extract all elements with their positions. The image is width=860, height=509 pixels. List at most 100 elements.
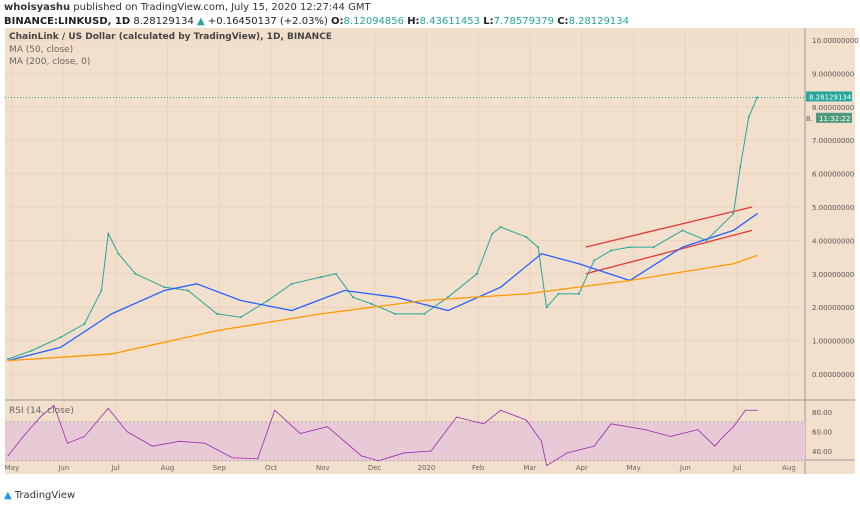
- price-series-point: [117, 252, 120, 255]
- price-series-point: [577, 292, 580, 295]
- ma50-series-point: [291, 309, 293, 312]
- ma200-series-point: [216, 329, 218, 332]
- rsi-point: [610, 423, 612, 425]
- price-series-point: [334, 272, 337, 275]
- x-tick-label: Jul: [732, 464, 742, 472]
- price-series-point: [491, 232, 494, 235]
- price-series-point: [447, 296, 450, 299]
- ma200-series-point: [756, 254, 758, 257]
- rsi-point: [456, 416, 458, 418]
- high-value: 8.43611453: [419, 16, 481, 27]
- rsi-point: [483, 423, 485, 425]
- price-series-point: [545, 306, 548, 309]
- ma200-series-point: [732, 263, 735, 265]
- symbol: BINANCE:LINKUSD, 1D: [4, 16, 131, 27]
- price-series-point: [681, 229, 684, 232]
- y-tick-label: 2.00000000: [812, 304, 854, 312]
- tradingview-logo[interactable]: ▲ TradingView: [4, 490, 75, 501]
- rsi-point: [540, 440, 542, 442]
- rsi-point: [566, 452, 568, 454]
- rsi-point: [593, 445, 595, 447]
- x-tick-label: Mar: [523, 464, 536, 472]
- tradingview-logo-icon: ▲: [4, 490, 12, 501]
- rsi-point: [66, 442, 68, 444]
- price-series-point: [187, 289, 190, 292]
- rsi-point: [500, 409, 502, 411]
- x-tick-label: Aug: [161, 464, 175, 472]
- ma50-series-point: [681, 246, 684, 248]
- rsi-point: [732, 426, 734, 428]
- ma200-series-point: [320, 313, 322, 315]
- rsi-point: [299, 433, 301, 435]
- x-tick-label: May: [5, 464, 19, 472]
- rsi-point: [231, 457, 233, 459]
- y-tick-label: 0.00000000: [812, 371, 854, 379]
- last-price: 8.28129134: [133, 16, 194, 27]
- ma50-series-point: [343, 289, 346, 292]
- x-tick-label: Nov: [316, 464, 330, 472]
- y-tick-label: 9.00000000: [812, 70, 854, 78]
- ma50-series-point: [163, 289, 165, 292]
- price-series-point: [100, 289, 103, 292]
- price-series-point: [7, 357, 9, 360]
- y-tick-label: 3.00000000: [812, 271, 854, 279]
- channel-line: [585, 206, 753, 248]
- legend-ma50: MA (50, close): [9, 45, 74, 55]
- legend-ma200: MA (200, close, 0): [9, 57, 91, 67]
- rsi-point: [126, 431, 128, 433]
- y-tick-label: 4.00000000: [812, 237, 854, 245]
- y-tick-label: 6.00000000: [812, 171, 854, 179]
- rsi-point: [151, 445, 153, 447]
- price-series-point: [525, 236, 528, 239]
- ma50-series-point: [578, 263, 580, 265]
- last-price-tag-text: 8.28129134: [809, 93, 852, 101]
- y-tick-label: 1.00000000: [812, 338, 854, 346]
- x-tick-label: Oct: [265, 464, 277, 472]
- rsi-point: [83, 435, 85, 437]
- price-series-point: [290, 282, 293, 285]
- countdown-text: 11:32:22: [819, 115, 850, 123]
- price-series-point: [593, 259, 596, 262]
- symbol-info: BINANCE:LINKUSD, 1D 8.28129134 ▲ +0.1645…: [4, 16, 629, 27]
- legend-title: ChainLink / US Dollar (calculated by Tra…: [9, 32, 332, 42]
- x-tick-label: Jul: [110, 464, 120, 472]
- price-series-point: [610, 249, 613, 252]
- rsi-point: [644, 429, 646, 431]
- x-tick-label: Aug: [782, 464, 796, 472]
- rsi-point: [204, 442, 206, 444]
- price-series-point: [107, 232, 110, 235]
- rsi-point: [697, 429, 699, 431]
- price-series-point: [732, 212, 735, 215]
- rsi-point: [7, 455, 9, 457]
- channel-line: [585, 229, 753, 275]
- y-tick-label: 7.00000000: [812, 137, 854, 145]
- price-series-point: [756, 96, 759, 99]
- rsi-point: [39, 416, 41, 418]
- ma200-series-point: [525, 293, 527, 295]
- x-tick-label: Jun: [57, 464, 69, 472]
- countdown-tag: [816, 112, 852, 123]
- logo-text: TradingView: [14, 490, 76, 501]
- price-series-point: [739, 165, 742, 168]
- price-series-point: [351, 296, 354, 299]
- low-value: 7.78579379: [493, 16, 555, 27]
- y-tick-label: 5.00000000: [812, 204, 854, 212]
- rsi-point: [430, 450, 432, 452]
- legend-rsi: RSI (14, close): [9, 406, 74, 416]
- price-series-point: [163, 286, 166, 289]
- price-series-point: [394, 312, 397, 315]
- rsi-point: [377, 460, 379, 462]
- y-tick-label: 8.00000000: [812, 104, 854, 112]
- x-tick-label: 2020: [417, 464, 435, 472]
- ma50-series-point: [240, 299, 242, 302]
- close-label: C:: [557, 16, 569, 27]
- price-series-point: [266, 299, 269, 302]
- up-arrow-icon: ▲: [197, 16, 205, 27]
- rsi-point: [722, 435, 724, 437]
- price-label-partial: 8.: [806, 115, 813, 123]
- x-tick-label: May: [626, 464, 640, 472]
- price-series-point: [557, 292, 560, 295]
- rsi-point: [274, 409, 276, 411]
- rsi-point: [756, 409, 758, 411]
